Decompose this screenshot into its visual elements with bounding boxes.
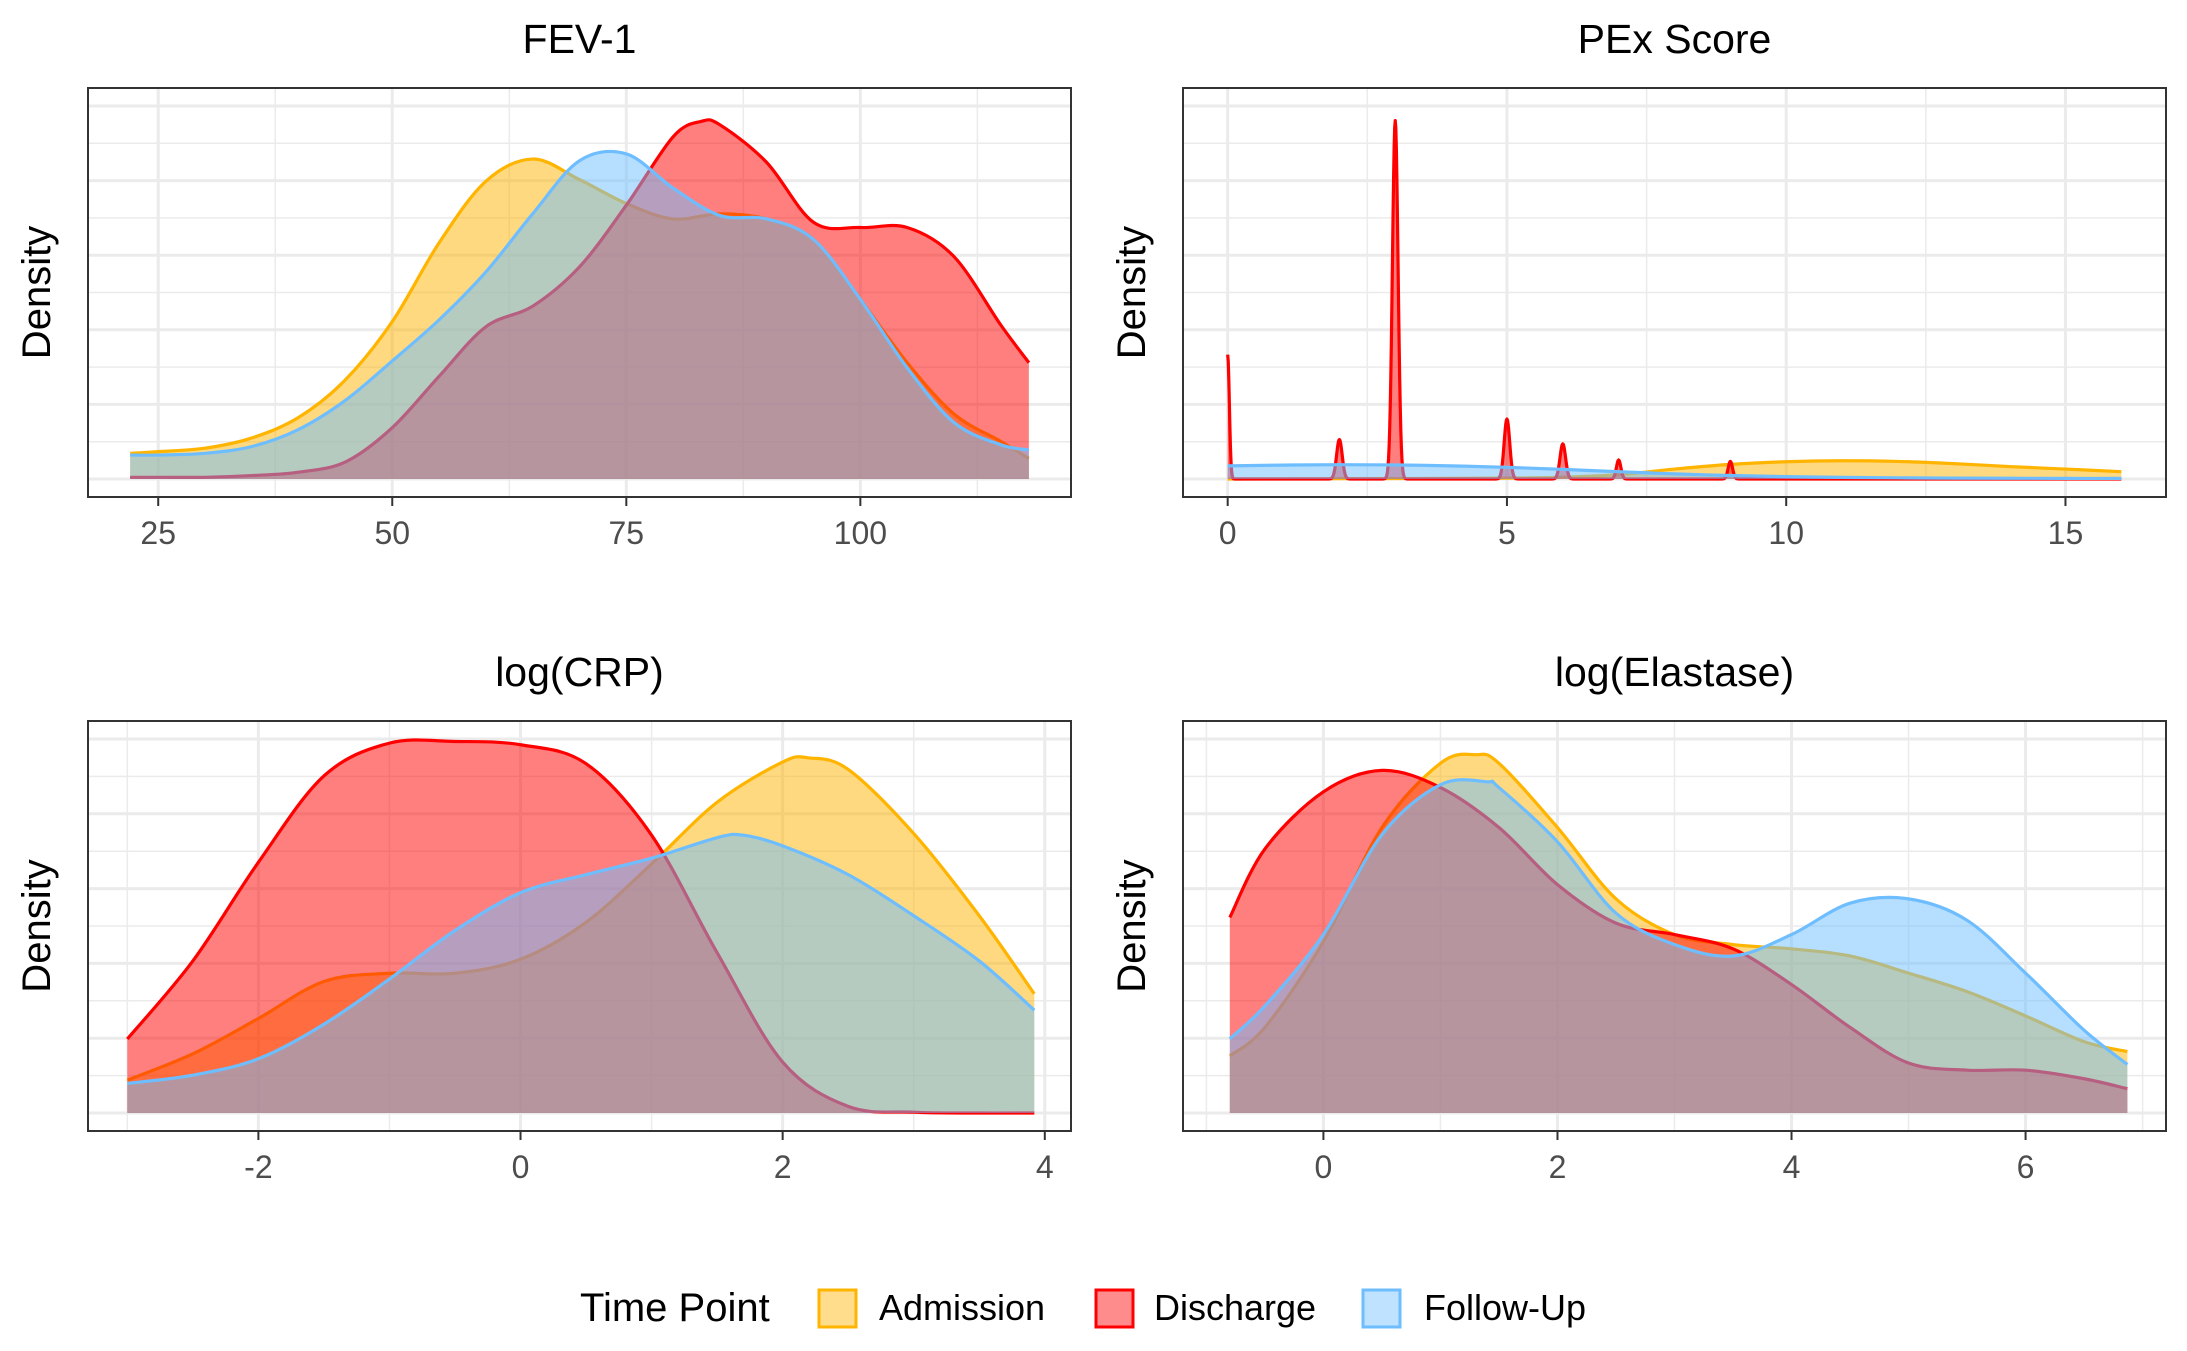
- panel-pex-score: 0 5 10 15 PEx Score Density: [1110, 16, 2167, 551]
- panel-border: [1182, 720, 2167, 1132]
- legend-key-follow-up: [1361, 1288, 1402, 1329]
- x-tick-label: 100: [834, 515, 887, 551]
- y-axis-title: Density: [15, 859, 59, 992]
- legend-item-discharge: Discharge: [1094, 1287, 1316, 1329]
- y-axis-title: Density: [1110, 226, 1154, 359]
- panel-log-crp: -2 0 2 4 log(CRP) Density: [15, 649, 1072, 1185]
- legend-key-admission: [817, 1288, 858, 1329]
- x-tick-label: 0: [1219, 515, 1237, 551]
- x-tick-label: 2: [1549, 1149, 1567, 1185]
- legend-item-admission: Admission: [817, 1287, 1045, 1329]
- legend-label-discharge: Discharge: [1154, 1287, 1316, 1328]
- x-tick-label: 0: [1315, 1149, 1333, 1185]
- x-tick-label: 50: [374, 515, 410, 551]
- panel-border: [1182, 87, 2167, 498]
- panel-title: log(CRP): [495, 649, 664, 695]
- x-tick-label: -2: [244, 1149, 272, 1185]
- x-tick-label: 25: [140, 515, 176, 551]
- panel-title: PEx Score: [1578, 16, 1772, 62]
- y-axis-title: Density: [15, 226, 59, 359]
- panel-border: [87, 87, 1072, 498]
- panel-title: FEV-1: [523, 16, 637, 62]
- x-tick-label: 4: [1036, 1149, 1054, 1185]
- x-tick-label: 75: [609, 515, 645, 551]
- x-tick-label: 2: [774, 1149, 792, 1185]
- panel-fev-1: 25 50 75 100 FEV-1 Density: [15, 16, 1072, 551]
- x-tick-label: 4: [1783, 1149, 1801, 1185]
- legend-item-follow-up: Follow-Up: [1361, 1287, 1586, 1329]
- panel-border: [87, 720, 1072, 1132]
- legend: Time Point Admission Discharge Follow-Up: [580, 1286, 1586, 1330]
- x-tick-label: 10: [1768, 515, 1804, 551]
- x-tick-label: 15: [2048, 515, 2084, 551]
- legend-key-discharge: [1094, 1288, 1135, 1329]
- x-tick-label: 0: [512, 1149, 530, 1185]
- y-axis-title: Density: [1110, 859, 1154, 992]
- x-tick-label: 5: [1498, 515, 1516, 551]
- density-line-follow-up: [127, 832, 1036, 1085]
- density-line-follow-up: [1228, 778, 2129, 1066]
- panel-title: log(Elastase): [1555, 649, 1794, 695]
- legend-title: Time Point: [580, 1286, 770, 1330]
- density-area-follow-up: [1227, 464, 2122, 479]
- legend-label-follow-up: Follow-Up: [1424, 1287, 1586, 1328]
- legend-label-admission: Admission: [879, 1287, 1045, 1328]
- panel-log-elastase: 0 2 4 6 log(Elastase) Density: [1110, 649, 2167, 1185]
- density-line-follow-up: [130, 149, 1030, 457]
- density-area-follow-up: [127, 834, 1035, 1113]
- density-line-follow-up: [1227, 463, 2122, 481]
- x-tick-label: 6: [2017, 1149, 2035, 1185]
